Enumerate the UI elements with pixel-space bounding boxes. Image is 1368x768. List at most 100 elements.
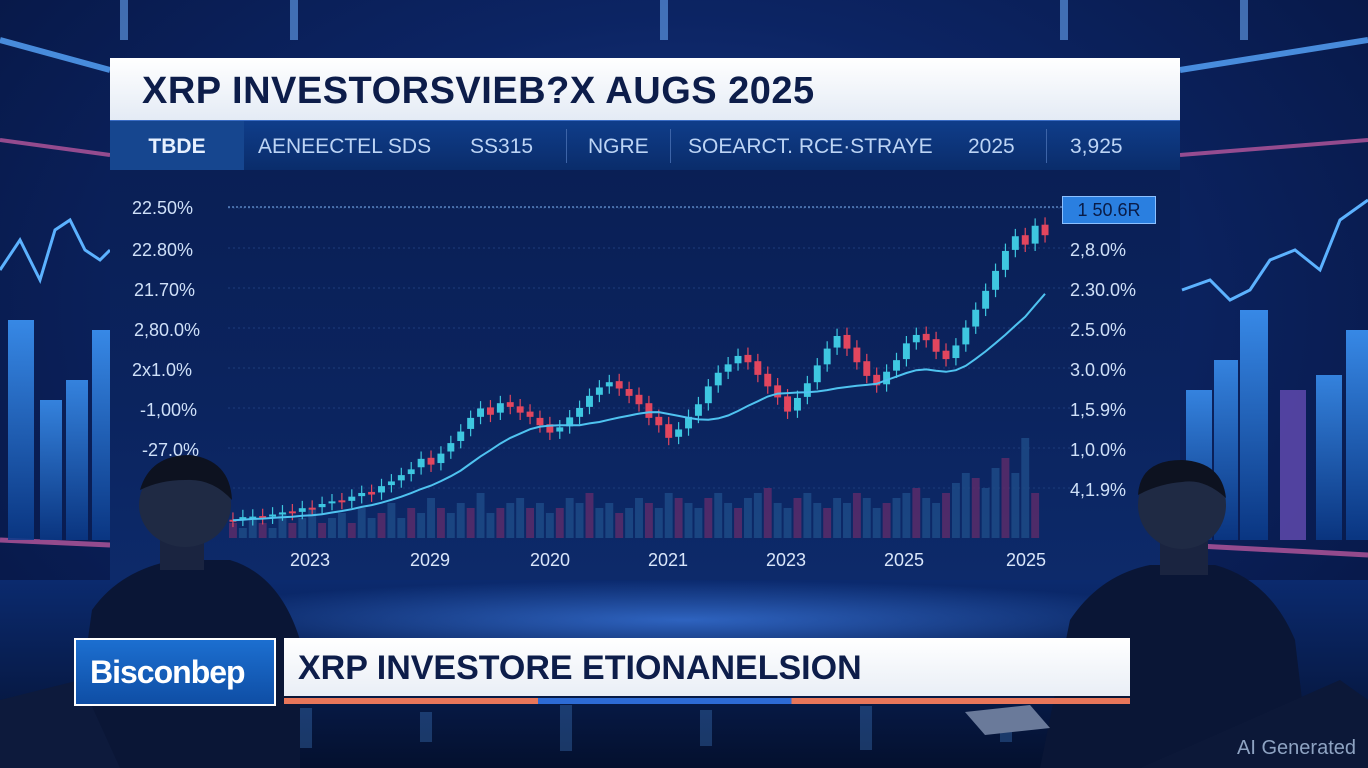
volume-bar — [476, 493, 485, 538]
volume-bar — [238, 528, 247, 538]
x-axis-label: 2023 — [290, 550, 331, 570]
candle-body — [734, 355, 742, 364]
candle-body — [863, 361, 871, 376]
candle-body — [823, 348, 831, 365]
presenter-right — [965, 460, 1368, 768]
candle-body — [883, 371, 891, 385]
candle-body — [506, 402, 514, 407]
candle-body — [586, 395, 593, 407]
candle-body — [972, 309, 980, 327]
headline-banner: XRP INVESTORSVIEB?X AUGS 2025 — [110, 58, 1180, 122]
candle-body — [1011, 236, 1019, 250]
volume-bar — [991, 468, 1000, 538]
presenters — [0, 455, 1368, 768]
left-axis-label: 2x1.0% — [132, 360, 193, 380]
volume-bar — [377, 513, 386, 538]
candle-body — [457, 431, 465, 441]
ticker-item: SOEARCT. RCE·STRAYE — [688, 135, 933, 158]
volume-bar — [1021, 438, 1030, 538]
price-badge: 1 50.6R — [1062, 196, 1156, 224]
candle-body — [407, 469, 415, 475]
candle-body — [675, 429, 683, 437]
volume-bar — [753, 493, 762, 538]
right-axis-label: 4,1.9% — [1070, 480, 1127, 500]
candle-body — [843, 334, 851, 349]
volume-bar — [585, 493, 594, 538]
candle-body — [1031, 225, 1039, 244]
candle-body — [625, 389, 633, 396]
candle-body — [774, 385, 782, 398]
candle-body — [496, 403, 504, 413]
volume-bar — [852, 493, 861, 538]
candle-body — [546, 424, 554, 433]
ticker-strip: TBDE AENEECTEL SDS SS315 NGRE SOEARCT. R… — [110, 120, 1180, 171]
ticker-item: 3,925 — [1070, 135, 1123, 158]
candle-body — [1041, 224, 1049, 236]
volume-bar — [922, 498, 931, 538]
left-axis-label: 21.70% — [134, 280, 196, 300]
right-axis-label: 1,5.9% — [1070, 400, 1127, 420]
volume-bar — [654, 508, 663, 538]
volume-bar — [526, 508, 535, 538]
candle-body — [288, 511, 296, 514]
candle-body — [259, 516, 267, 519]
candle-body — [744, 354, 752, 363]
candle-body — [754, 361, 762, 375]
candle-body — [566, 417, 574, 427]
volume-bar — [961, 473, 970, 538]
volume-bar — [763, 488, 772, 538]
volume-bar — [446, 513, 455, 538]
left-axis-label: 2,80.0% — [134, 320, 201, 340]
volume-bar — [575, 503, 584, 538]
volume-bar — [298, 518, 307, 538]
network-logo: Bisconbep — [90, 654, 246, 690]
volume-bar — [942, 493, 950, 538]
volume-bar — [932, 503, 941, 538]
candle-body — [942, 350, 950, 360]
volume-bar — [862, 498, 871, 538]
right-axis-label: 2.30.0% — [1070, 280, 1137, 300]
candle-body — [427, 457, 435, 465]
volume-bar — [496, 508, 505, 538]
volume-bar — [278, 513, 287, 538]
x-axis-label: 2029 — [410, 550, 451, 570]
right-axis-label: 3.0.0% — [1070, 360, 1127, 380]
volume-bar — [833, 498, 842, 538]
volume-bar — [466, 508, 475, 538]
x-axis-label: 2025 — [1006, 550, 1047, 570]
volume-bar — [288, 523, 297, 538]
candle-body — [279, 512, 286, 515]
candle-body — [467, 417, 475, 429]
volume-bar — [1031, 493, 1040, 538]
volume-bar — [971, 478, 980, 538]
candle-body — [655, 416, 663, 426]
volume-bar — [981, 488, 990, 538]
volume-bar — [823, 508, 832, 538]
candle-body — [962, 327, 970, 345]
candle-body — [477, 408, 485, 417]
network-logo-box: Bisconbep — [74, 638, 276, 706]
volume-bar — [318, 523, 327, 538]
candle-body — [724, 364, 732, 372]
candle-body — [952, 345, 960, 359]
candle-body — [793, 397, 801, 411]
right-axis-label: 1,0.0% — [1070, 440, 1127, 460]
candle-body — [378, 486, 385, 493]
volume-bar — [347, 523, 356, 538]
candle-body — [1021, 235, 1029, 245]
candle-body — [269, 514, 277, 517]
candle-body — [635, 394, 643, 405]
volume-bar — [367, 518, 376, 538]
candle-body — [605, 382, 613, 387]
x-axis-label: 2021 — [648, 550, 689, 570]
left-axis-label: 22.80% — [132, 240, 194, 260]
candle-body — [685, 416, 692, 429]
candle-body — [328, 501, 336, 504]
ticker-divider — [670, 129, 671, 163]
candle-body — [338, 500, 346, 503]
candle-body — [704, 386, 712, 404]
left-axis-label: -27.0% — [142, 440, 200, 460]
candle-body — [1001, 250, 1009, 270]
candle-body — [912, 334, 920, 343]
volume-bar — [229, 523, 237, 538]
